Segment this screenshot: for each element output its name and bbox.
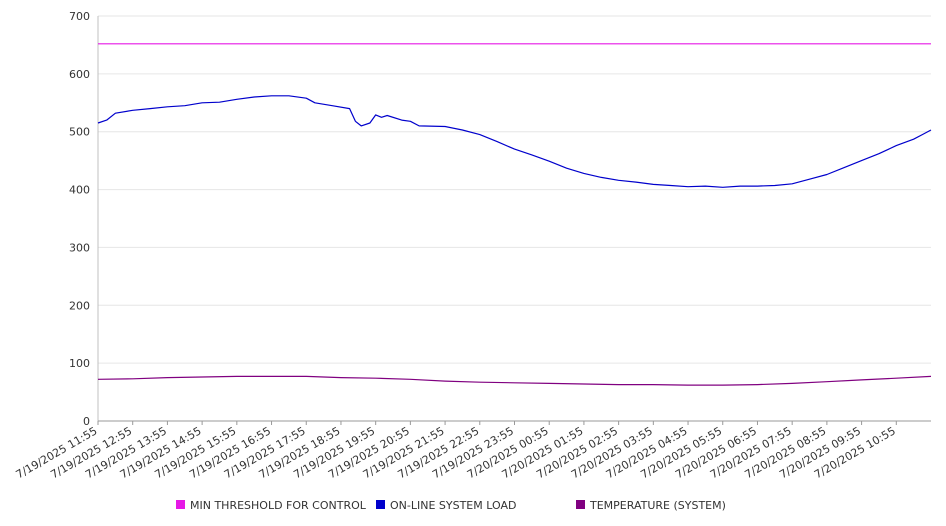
y-tick-label-200: 200 <box>69 299 90 312</box>
legend-swatch-2 <box>576 500 585 509</box>
gridlines <box>98 15 931 364</box>
y-axis-tick-labels: 0 100 200 300 400 500 600 700 <box>69 10 90 428</box>
axes <box>97 16 931 425</box>
y-tick-label-700: 700 <box>69 10 90 23</box>
y-tick-label-500: 500 <box>69 126 90 139</box>
x-axis-tick-labels: 7/19/2025 11:557/19/2025 12:557/19/2025 … <box>14 424 898 481</box>
y-tick-label-400: 400 <box>69 184 90 197</box>
series-line-1 <box>97 95 932 188</box>
legend-swatch-1 <box>376 500 385 509</box>
series-layer <box>97 43 932 386</box>
legend-swatch-0 <box>176 500 185 509</box>
y-tick-label-0: 0 <box>83 415 90 428</box>
legend-label-1: ON-LINE SYSTEM LOAD <box>390 499 516 512</box>
legend: MIN THRESHOLD FOR CONTROL ON-LINE SYSTEM … <box>176 499 726 512</box>
y-tick-label-600: 600 <box>69 68 90 81</box>
legend-label-2: TEMPERATURE (SYSTEM) <box>589 499 726 512</box>
series-line-2 <box>97 375 932 386</box>
y-tick-label-100: 100 <box>69 357 90 370</box>
legend-label-0: MIN THRESHOLD FOR CONTROL <box>190 499 367 512</box>
y-tick-label-300: 300 <box>69 241 90 254</box>
